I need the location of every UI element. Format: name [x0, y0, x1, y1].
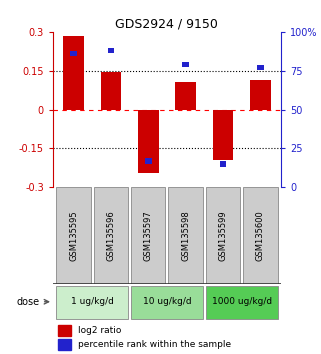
- Bar: [56, 286, 128, 319]
- Bar: [100, 72, 121, 109]
- Bar: [131, 286, 203, 319]
- Bar: [169, 187, 203, 284]
- Title: GDS2924 / 9150: GDS2924 / 9150: [116, 18, 218, 31]
- Text: GSM135597: GSM135597: [144, 210, 153, 261]
- Bar: [220, 161, 226, 167]
- Bar: [57, 325, 71, 336]
- Bar: [213, 109, 233, 160]
- Bar: [94, 187, 128, 284]
- Bar: [250, 80, 271, 109]
- Text: dose: dose: [17, 297, 40, 307]
- Bar: [108, 48, 114, 53]
- Text: 1 ug/kg/d: 1 ug/kg/d: [71, 297, 114, 306]
- Text: GSM135599: GSM135599: [219, 210, 228, 261]
- Bar: [63, 36, 84, 109]
- Text: 1000 ug/kg/d: 1000 ug/kg/d: [212, 297, 272, 306]
- Text: log2 ratio: log2 ratio: [78, 326, 121, 335]
- Bar: [257, 65, 264, 70]
- Bar: [182, 62, 189, 67]
- Bar: [175, 82, 196, 109]
- Text: GSM135598: GSM135598: [181, 210, 190, 261]
- Bar: [57, 339, 71, 350]
- Text: percentile rank within the sample: percentile rank within the sample: [78, 340, 231, 349]
- Bar: [243, 187, 278, 284]
- Text: GSM135595: GSM135595: [69, 210, 78, 261]
- Text: 10 ug/kg/d: 10 ug/kg/d: [143, 297, 191, 306]
- Bar: [138, 109, 159, 173]
- Bar: [145, 158, 152, 164]
- Bar: [206, 286, 278, 319]
- Bar: [70, 51, 77, 56]
- Bar: [131, 187, 165, 284]
- Bar: [56, 187, 91, 284]
- Text: GSM135596: GSM135596: [106, 210, 115, 261]
- Bar: [206, 187, 240, 284]
- Text: GSM135600: GSM135600: [256, 210, 265, 261]
